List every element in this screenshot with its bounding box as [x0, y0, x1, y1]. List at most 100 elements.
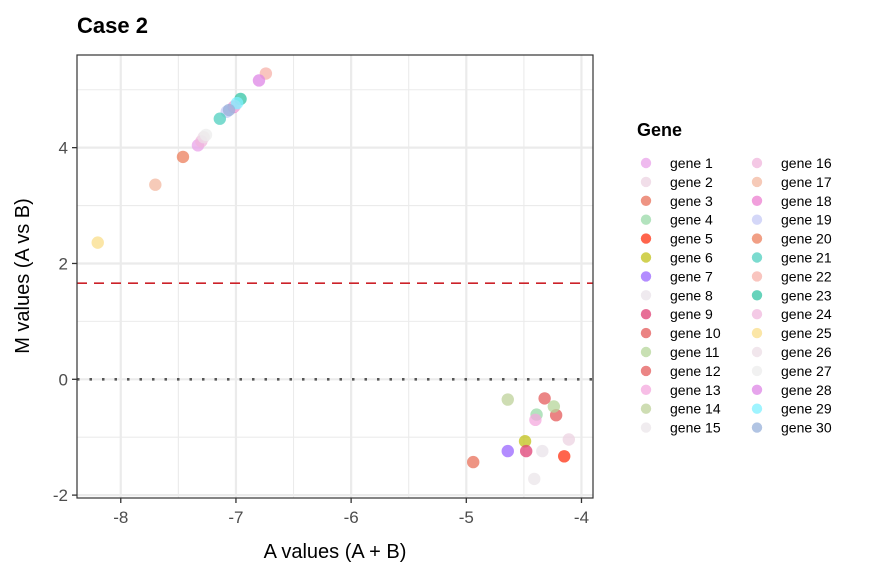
- chart-title: Case 2: [77, 13, 148, 38]
- legend-label: gene 10: [670, 325, 721, 341]
- legend-key: [640, 327, 652, 339]
- data-point-gene-6: [518, 435, 532, 448]
- legend-item: gene 8: [640, 287, 713, 303]
- legend-label: gene 28: [781, 382, 832, 398]
- legend-label: gene 17: [781, 174, 832, 190]
- legend-key: [751, 176, 763, 188]
- data-point-gene-9: [519, 444, 533, 458]
- legend-label: gene 24: [781, 306, 832, 322]
- legend-key: [640, 176, 652, 188]
- legend-label: gene 22: [781, 268, 832, 284]
- legend-label: gene 20: [781, 231, 832, 247]
- legend-items: gene 1 gene 2 gene 3 gene 4 gene 5 gene 6 gene…: [640, 155, 832, 436]
- data-point-gene-20: [176, 150, 190, 164]
- legend-key: [751, 422, 763, 433]
- legend-item: gene 14: [640, 401, 721, 417]
- legend-item: gene 12: [640, 363, 721, 379]
- y-tick-label: 0: [59, 370, 68, 389]
- legend-key: [751, 346, 763, 358]
- y-axis-title: M values (A vs B): [12, 198, 34, 354]
- y-axis: -2 0 2 4: [53, 139, 77, 505]
- legend-key: [751, 384, 763, 395]
- legend-key: [640, 271, 652, 282]
- data-point-gene-25: [91, 236, 104, 249]
- x-tick-label: -7: [228, 508, 243, 527]
- legend-label: gene 27: [781, 363, 832, 379]
- legend-item: gene 18: [751, 193, 832, 209]
- data-point-gene-8: [536, 444, 549, 458]
- legend-key: [751, 252, 763, 263]
- legend-item: gene 5: [640, 231, 713, 247]
- data-point-gene-7: [501, 444, 514, 458]
- legend-key: [640, 290, 652, 301]
- legend-label: gene 18: [781, 193, 832, 209]
- legend-key: [640, 346, 652, 358]
- legend-item: gene 17: [751, 174, 832, 190]
- data-points: [91, 67, 576, 486]
- data-point-gene-5: [558, 450, 571, 463]
- legend-label: gene 12: [670, 363, 721, 379]
- legend-label: gene 19: [781, 212, 832, 228]
- data-point-gene-15: [528, 472, 541, 486]
- legend-key: [640, 365, 652, 377]
- legend-key: [640, 214, 652, 225]
- legend-item: gene 19: [751, 212, 832, 228]
- legend-key: [640, 252, 652, 263]
- legend-label: gene 3: [670, 193, 713, 209]
- legend-label: gene 30: [781, 420, 832, 436]
- data-point-gene-11: [547, 400, 561, 413]
- legend-key: [751, 403, 763, 414]
- legend-label: gene 1: [670, 155, 713, 171]
- legend-key: [640, 384, 652, 395]
- legend-key: [751, 365, 763, 377]
- legend-item: gene 10: [640, 325, 721, 341]
- legend-item: gene 7: [640, 268, 713, 284]
- legend-key: [751, 271, 763, 282]
- reference-lines: [77, 282, 593, 381]
- y-tick-label: -2: [53, 486, 68, 505]
- legend-item: gene 23: [751, 287, 832, 303]
- legend-item: gene 6: [640, 250, 713, 266]
- legend-label: gene 25: [781, 325, 832, 341]
- legend-item: gene 4: [640, 212, 713, 228]
- minor-gridlines: [77, 55, 593, 498]
- legend-key: [640, 403, 652, 414]
- plot-panel: [76, 54, 594, 499]
- legend-title: Gene: [637, 120, 682, 140]
- x-tick-label: -5: [459, 508, 474, 527]
- legend-label: gene 8: [670, 287, 713, 303]
- legend-label: gene 14: [670, 401, 721, 417]
- data-point-gene-14: [501, 393, 514, 406]
- legend-label: gene 11: [670, 344, 720, 360]
- legend-key: [640, 157, 652, 169]
- legend-item: gene 24: [751, 306, 832, 322]
- legend-label: gene 7: [670, 268, 713, 284]
- x-tick-label: -8: [113, 508, 128, 527]
- legend-item: gene 15: [640, 420, 721, 436]
- legend-key: [751, 195, 763, 206]
- legend-key: [751, 290, 763, 301]
- legend-item: gene 26: [751, 344, 832, 360]
- x-tick-label: -4: [574, 508, 589, 527]
- legend-key: [640, 422, 652, 433]
- legend-label: gene 9: [670, 306, 713, 322]
- legend-label: gene 16: [781, 155, 832, 171]
- data-point-gene-21: [213, 112, 227, 125]
- legend-label: gene 23: [781, 287, 832, 303]
- legend-key: [751, 157, 763, 169]
- data-point-gene-3: [467, 455, 480, 469]
- legend-label: gene 21: [781, 250, 832, 266]
- data-point-gene-2: [562, 433, 576, 446]
- legend-item: gene 30: [751, 420, 832, 436]
- legend-label: gene 6: [670, 250, 713, 266]
- y-tick-label: 2: [59, 254, 68, 273]
- data-point-gene-12: [538, 392, 551, 405]
- legend-item: gene 16: [751, 155, 832, 171]
- legend-label: gene 15: [670, 420, 721, 436]
- data-point-gene-30: [222, 103, 236, 117]
- legend-key: [640, 309, 652, 320]
- legend-item: gene 13: [640, 382, 721, 398]
- legend-item: gene 20: [751, 231, 832, 247]
